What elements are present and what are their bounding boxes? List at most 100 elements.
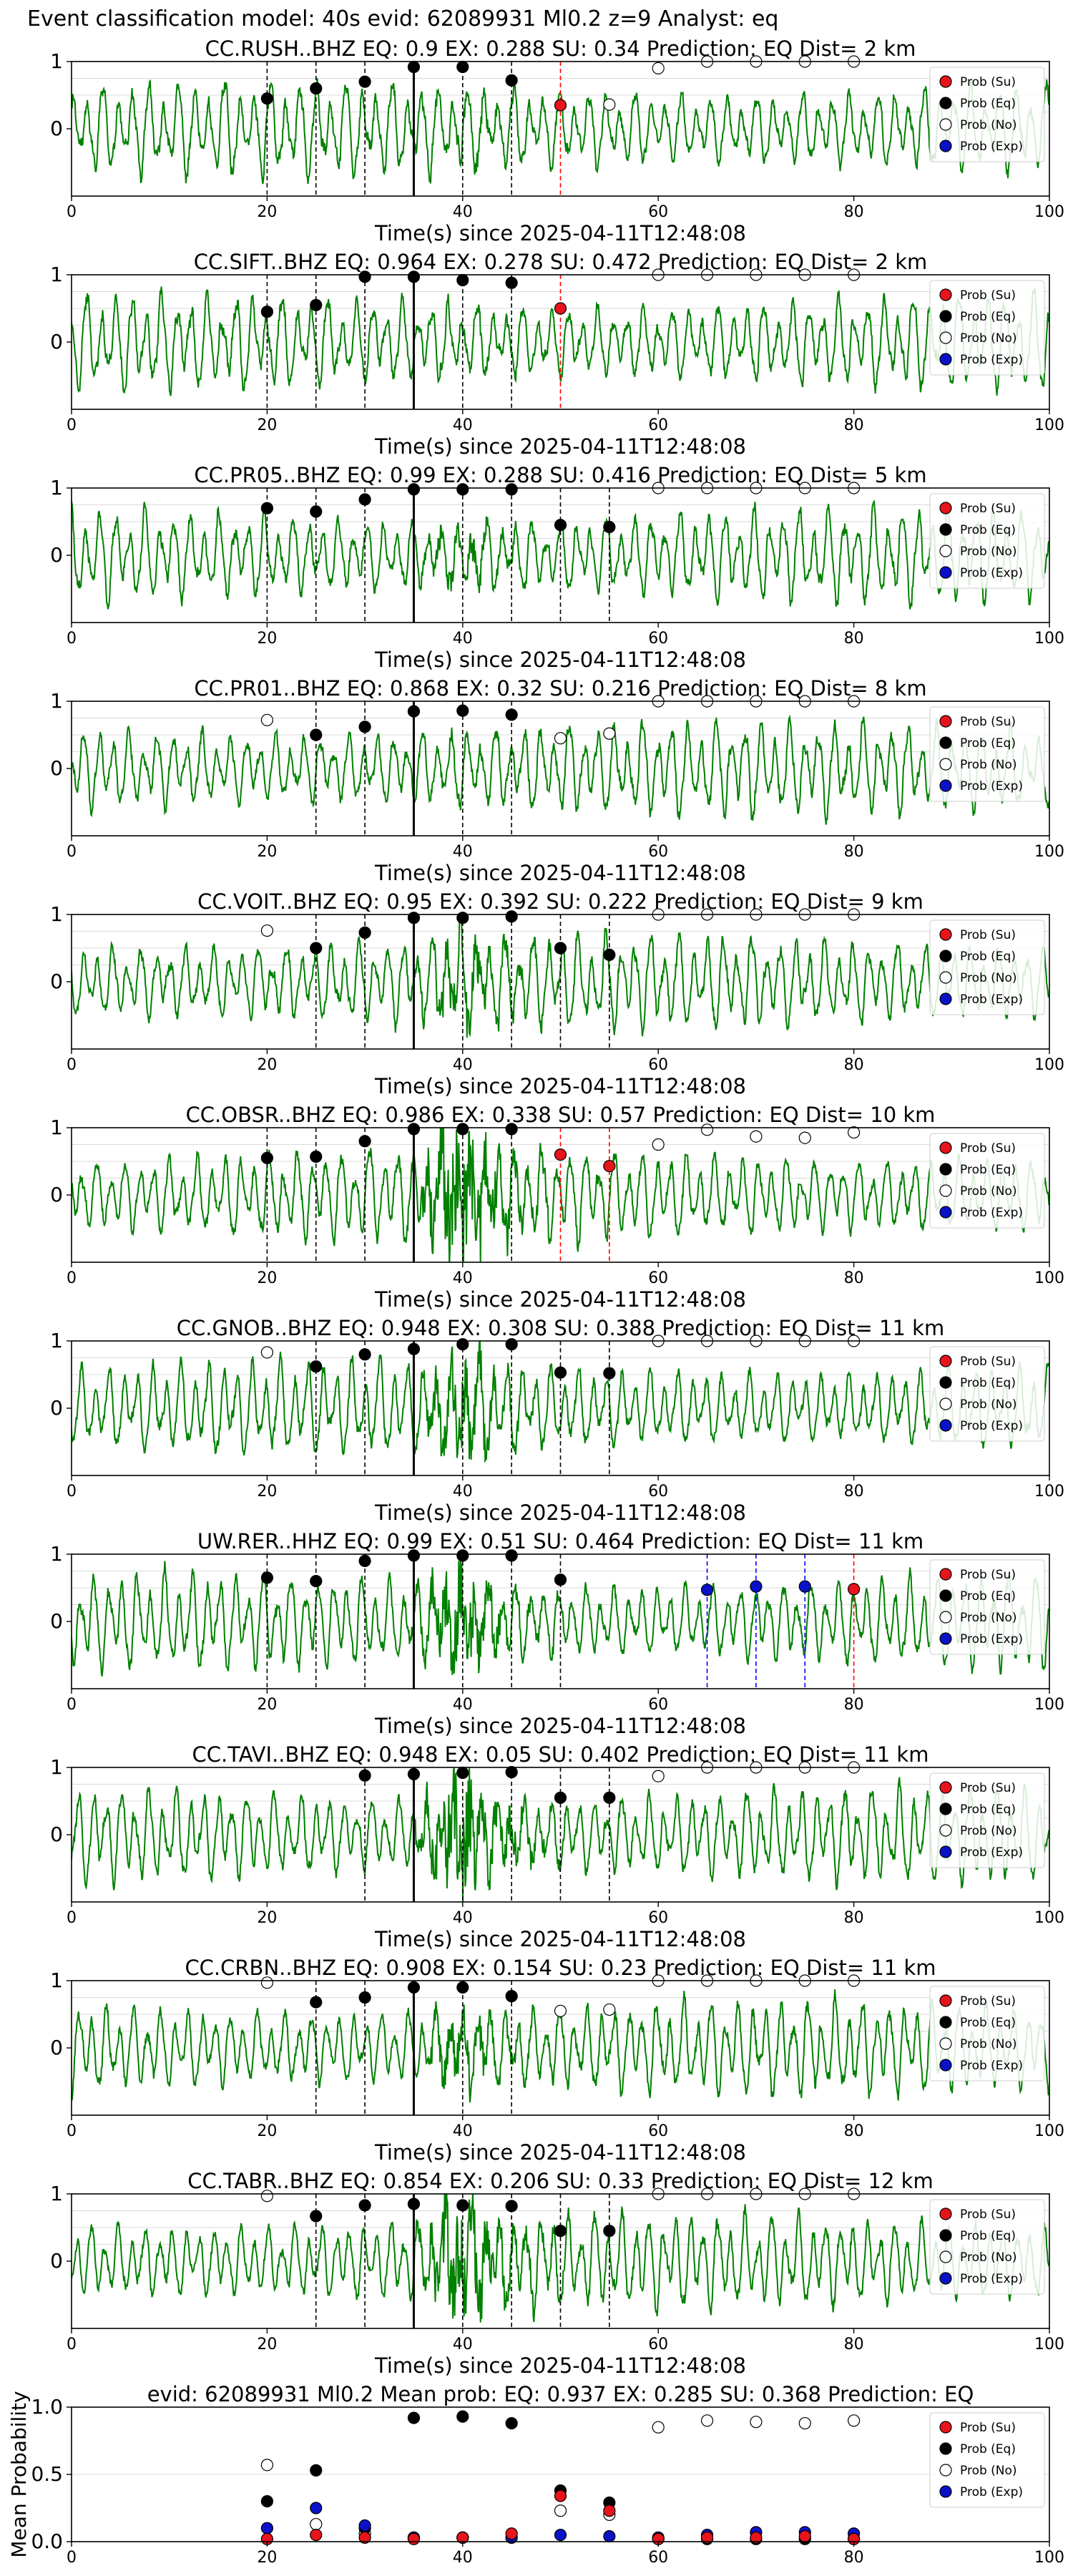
prob-marker-no <box>260 2190 273 2202</box>
legend-box <box>929 706 1045 802</box>
panel-6: CC.GNOB..BHZ EQ: 0.948 EX: 0.308 SU: 0.3… <box>50 1316 1064 1525</box>
x-tick-label: 40 <box>453 416 473 434</box>
legend-marker <box>939 2229 952 2242</box>
legend-label: Prob (Eq) <box>960 2229 1016 2243</box>
prob-marker-eq <box>358 493 371 506</box>
panel-title: CC.GNOB..BHZ EQ: 0.948 EX: 0.308 SU: 0.3… <box>177 1316 944 1340</box>
prob-marker-eq <box>358 75 371 88</box>
legend-marker <box>939 971 952 984</box>
prob-marker-eq <box>260 1571 273 1584</box>
legend-label: Prob (Eq) <box>960 1376 1016 1390</box>
prob-marker-no <box>700 1123 714 1136</box>
prob-marker-eq <box>456 1549 469 1562</box>
legend-label: Prob (No) <box>960 1397 1017 1412</box>
prob-marker-eq <box>407 705 421 718</box>
legend-label: Prob (Exp) <box>960 1845 1023 1860</box>
legend: Prob (Su) Prob (Eq) Prob (No) Prob (Exp) <box>929 67 1045 162</box>
legend-box <box>929 1986 1045 2082</box>
legend-label: Prob (Eq) <box>960 736 1016 751</box>
x-tick-label: 100 <box>1034 843 1064 861</box>
legend-marker <box>939 523 952 536</box>
legend-label: Prob (Su) <box>960 2421 1016 2435</box>
prob-marker-eq <box>260 92 273 105</box>
legend: Prob (Su) Prob (Eq) Prob (No) Prob (Exp) <box>929 1133 1045 1229</box>
prob-marker-eq <box>407 483 421 496</box>
panels-group: CC.RUSH..BHZ EQ: 0.9 EX: 0.288 SU: 0.34 … <box>7 36 1064 2567</box>
prob-marker-eq <box>407 1123 421 1136</box>
mean-prob-marker-no <box>652 2421 665 2434</box>
legend-marker <box>939 118 952 131</box>
legend-label: Prob (Eq) <box>960 523 1016 537</box>
prob-marker-eq <box>456 483 469 496</box>
x-axis-label: Time(s) since 2025-04-11T12:48:08 <box>374 1501 746 1525</box>
prob-marker-eq <box>310 1996 323 2009</box>
legend-label: Prob (No) <box>960 545 1017 559</box>
legend-label: Prob (No) <box>960 971 1017 985</box>
legend: Prob (Su) Prob (Eq) Prob (No) Prob (Exp) <box>929 493 1045 589</box>
prob-marker-eq <box>505 708 518 721</box>
prob-marker-eq <box>505 1338 518 1351</box>
x-tick-label: 100 <box>1034 1696 1064 1714</box>
prob-marker-eq <box>456 2199 469 2212</box>
waveform-trace <box>72 1989 1049 2103</box>
legend-label: Prob (Su) <box>960 1994 1016 2009</box>
panel-title: UW.RER..HHZ EQ: 0.99 EX: 0.51 SU: 0.464 … <box>197 1529 923 1553</box>
x-axis-label: Time(s) since 2025-04-11T12:48:08 <box>374 1927 746 1951</box>
prob-marker-eq <box>456 1123 469 1136</box>
legend-label: Prob (Exp) <box>960 1632 1023 1646</box>
x-tick-label: 0 <box>67 1056 77 1074</box>
legend-label: Prob (Exp) <box>960 353 1023 367</box>
legend-marker <box>939 928 952 941</box>
panel-title: CC.PR01..BHZ EQ: 0.868 EX: 0.32 SU: 0.21… <box>194 676 926 701</box>
prob-marker-eq <box>554 1574 567 1586</box>
x-tick-label: 20 <box>257 630 277 648</box>
legend-marker <box>939 1397 952 1410</box>
legend-marker <box>939 1184 952 1197</box>
panel-9: CC.CRBN..BHZ EQ: 0.908 EX: 0.154 SU: 0.2… <box>50 1956 1064 2165</box>
prob-marker-no <box>798 1131 811 1144</box>
x-tick-label: 0 <box>67 630 77 648</box>
legend-marker <box>939 758 952 771</box>
x-tick-label: 20 <box>257 1483 277 1501</box>
prob-marker-eq <box>407 1342 421 1355</box>
x-tick-label: 20 <box>257 1696 277 1714</box>
prob-marker-eq <box>260 502 273 514</box>
mean-prob-marker-no <box>798 2416 811 2430</box>
prob-marker-eq <box>260 306 273 318</box>
legend: Prob (Su) Prob (Eq) Prob (No) Prob (Exp) <box>929 1559 1045 1655</box>
prob-marker-eq <box>554 1791 567 1804</box>
legend-marker <box>939 1781 952 1794</box>
mean-prob-marker-eq <box>310 2464 323 2477</box>
legend-marker <box>939 950 952 962</box>
legend-label: Prob (No) <box>960 2464 1017 2478</box>
prob-marker-eq <box>456 1981 469 1994</box>
prob-marker-eq <box>603 2225 616 2238</box>
prob-marker-eq <box>505 1990 518 2003</box>
legend-label: Prob (No) <box>960 118 1017 132</box>
prob-marker-eq <box>505 910 518 923</box>
prob-marker-eq <box>407 1981 421 1994</box>
mean-prob-marker-exp <box>603 2529 616 2543</box>
prob-marker-no <box>652 1138 665 1151</box>
mean-prob-marker-exp <box>310 2502 323 2514</box>
prob-marker-eq <box>407 912 421 924</box>
x-tick-label: 80 <box>844 1269 864 1287</box>
prob-marker-eq <box>456 273 469 287</box>
x-tick-label: 60 <box>648 203 668 221</box>
legend-label: Prob (Su) <box>960 502 1016 516</box>
x-tick-label: 100 <box>1034 2122 1064 2140</box>
x-tick-label: 100 <box>1034 416 1064 434</box>
y-tick-label: 0 <box>50 970 63 993</box>
x-tick-label: 80 <box>844 1696 864 1714</box>
mean-prob-marker-no <box>847 2414 861 2427</box>
panel-11: evid: 62089931 Ml0.2 Mean prob: EQ: 0.93… <box>7 2382 1064 2567</box>
legend-marker <box>939 566 952 579</box>
legend-label: Prob (Exp) <box>960 2272 1023 2286</box>
y-tick-label: 1 <box>50 1542 63 1566</box>
y-axis-label: Mean Probability <box>7 2391 31 2557</box>
prob-marker-eq <box>554 942 567 955</box>
mean-prob-marker-no <box>700 2414 714 2427</box>
x-tick-label: 60 <box>648 1909 668 1927</box>
panel-title: CC.RUSH..BHZ EQ: 0.9 EX: 0.288 SU: 0.34 … <box>205 36 916 61</box>
legend-label: Prob (Su) <box>960 1141 1016 1156</box>
